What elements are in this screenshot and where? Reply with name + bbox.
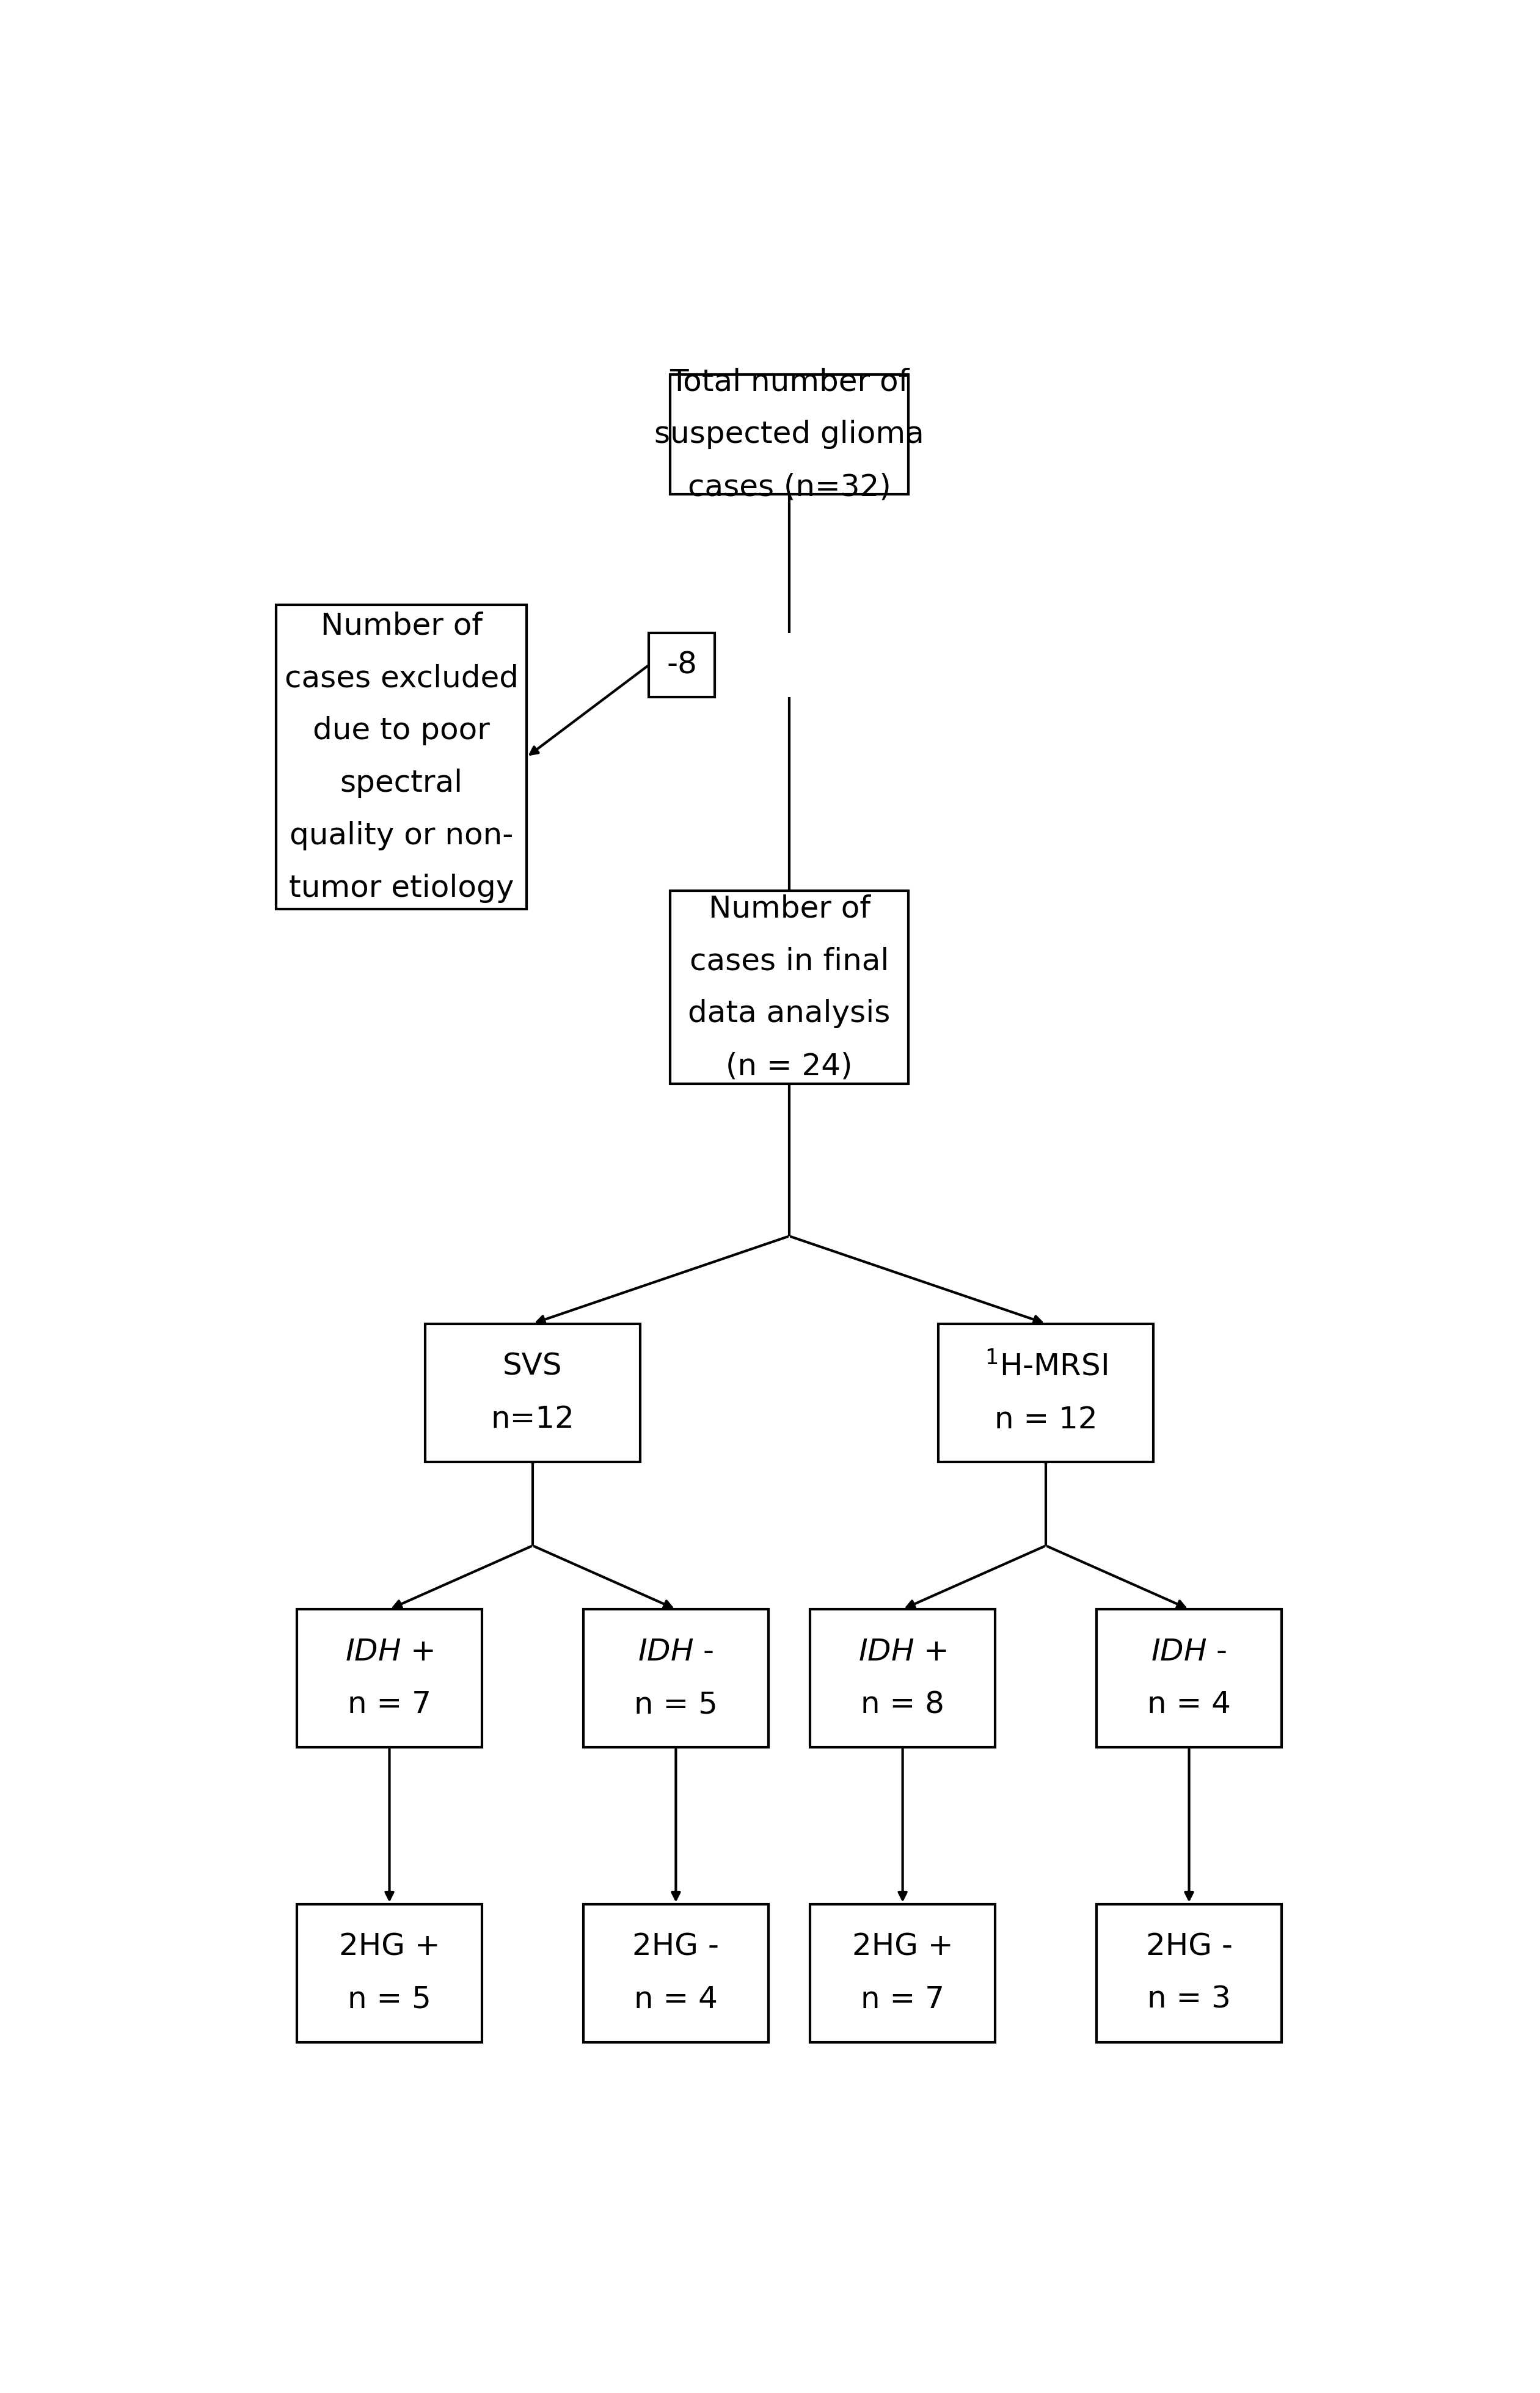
Text: 2HG +
n = 5: 2HG + n = 5: [339, 1931, 440, 2015]
Text: 2HG -
n = 3: 2HG - n = 3: [1146, 1931, 1232, 2015]
FancyBboxPatch shape: [1096, 1905, 1281, 2041]
Text: 2HG -
n = 4: 2HG - n = 4: [633, 1931, 719, 2015]
FancyBboxPatch shape: [648, 632, 715, 696]
Text: SVS
n=12: SVS n=12: [491, 1352, 574, 1433]
FancyBboxPatch shape: [276, 605, 527, 909]
FancyBboxPatch shape: [584, 1608, 768, 1747]
FancyBboxPatch shape: [938, 1323, 1153, 1462]
Text: $\it{IDH}$ +
n = 8: $\it{IDH}$ + n = 8: [858, 1637, 947, 1718]
Text: $\it{IDH}$ -
n = 5: $\it{IDH}$ - n = 5: [634, 1637, 718, 1718]
Text: Number of
cases in final
data analysis
(n = 24): Number of cases in final data analysis (…: [688, 895, 890, 1082]
FancyBboxPatch shape: [425, 1323, 641, 1462]
Text: Number of
cases excluded
due to poor
spectral
quality or non-
tumor etiology: Number of cases excluded due to poor spe…: [285, 610, 519, 902]
FancyBboxPatch shape: [1096, 1608, 1281, 1747]
FancyBboxPatch shape: [584, 1905, 768, 2041]
Text: -8: -8: [667, 651, 698, 680]
Text: 2HG +
n = 7: 2HG + n = 7: [852, 1931, 953, 2015]
FancyBboxPatch shape: [297, 1905, 482, 2041]
Text: $^{1}$H-MRSI
n = 12: $^{1}$H-MRSI n = 12: [984, 1352, 1107, 1433]
FancyBboxPatch shape: [670, 376, 909, 495]
Text: $\it{IDH}$ +
n = 7: $\it{IDH}$ + n = 7: [345, 1637, 434, 1718]
Text: Total number of
suspected glioma
cases (n=32): Total number of suspected glioma cases (…: [654, 369, 924, 503]
FancyBboxPatch shape: [670, 890, 909, 1084]
FancyBboxPatch shape: [810, 1608, 995, 1747]
Text: $\it{IDH}$ -
n = 4: $\it{IDH}$ - n = 4: [1147, 1637, 1230, 1718]
FancyBboxPatch shape: [810, 1905, 995, 2041]
FancyBboxPatch shape: [297, 1608, 482, 1747]
